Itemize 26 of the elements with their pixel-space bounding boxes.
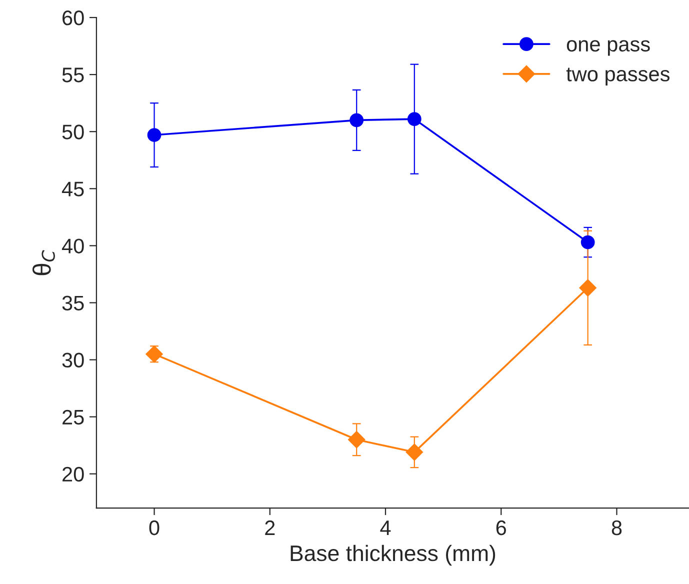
point — [579, 279, 596, 296]
y-tick-label: 40 — [62, 238, 84, 254]
x-tick-label: 4 — [380, 520, 391, 535]
y-tick-label: 30 — [62, 352, 84, 368]
point — [146, 346, 163, 363]
y-tick-label: 35 — [62, 296, 84, 310]
y-tick-label: 45 — [62, 182, 84, 196]
x-tick-label: 0 — [149, 520, 160, 536]
y-tick-label: 25 — [62, 410, 84, 425]
x-axis-title: Base thickness (mm) — [290, 544, 496, 566]
legend-label: one pass — [566, 40, 650, 56]
y-tick-label: 55 — [62, 68, 84, 82]
legend-label: two passes — [566, 68, 670, 86]
x-tick-label: 6 — [496, 520, 506, 536]
point — [348, 431, 366, 448]
x-tick-label: 8 — [612, 520, 622, 536]
point — [580, 235, 595, 250]
y-axis-title: θ$_{C}$ — [32, 250, 55, 276]
point — [406, 444, 423, 461]
point — [147, 128, 162, 142]
point — [407, 112, 422, 126]
y-tick-label: 60 — [62, 10, 84, 26]
x-tick-label: 2 — [265, 520, 275, 535]
point — [350, 113, 364, 128]
y-tick-label: 20 — [62, 466, 84, 482]
y-tick-label: 50 — [62, 124, 84, 140]
